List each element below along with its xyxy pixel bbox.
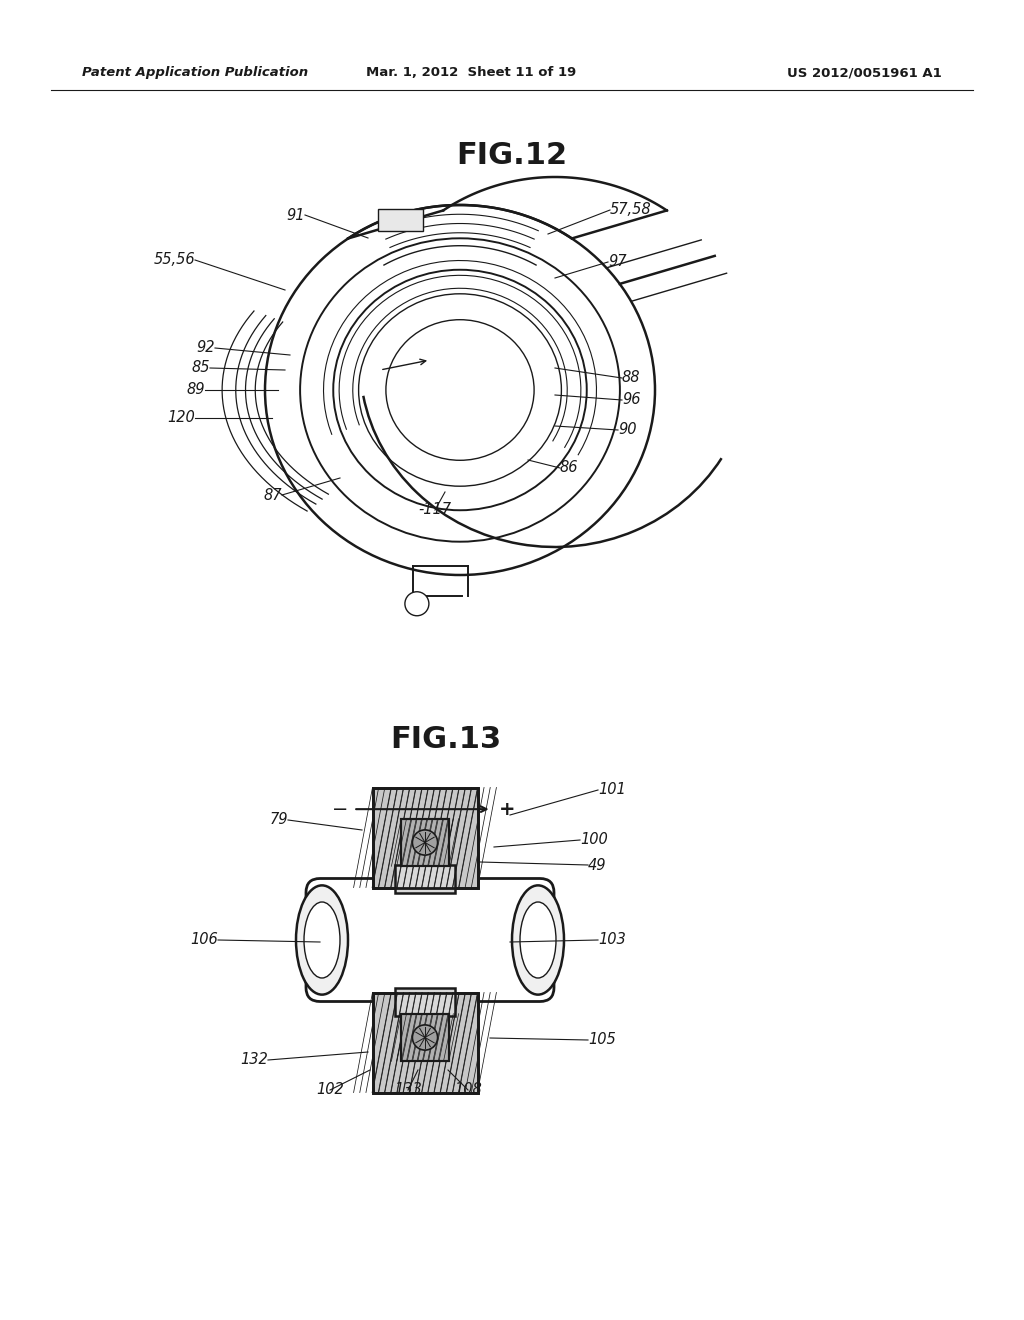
Text: +: +: [499, 800, 515, 818]
Text: -117: -117: [419, 503, 452, 517]
Text: 88: 88: [622, 371, 640, 385]
Bar: [401, 1014, 449, 1061]
Text: 101: 101: [598, 783, 626, 797]
Ellipse shape: [413, 830, 437, 855]
Text: 103: 103: [598, 932, 626, 948]
Bar: [395, 987, 455, 1015]
Bar: [373, 993, 477, 1093]
Text: 96: 96: [622, 392, 640, 408]
Text: 92: 92: [197, 341, 215, 355]
Text: Patent Application Publication: Patent Application Publication: [82, 66, 308, 79]
Bar: [401, 818, 449, 866]
Text: 85: 85: [191, 360, 210, 375]
Text: 90: 90: [618, 422, 637, 437]
Ellipse shape: [413, 1024, 437, 1051]
Text: FIG.13: FIG.13: [390, 725, 501, 754]
Ellipse shape: [520, 902, 556, 978]
Text: 57,58: 57,58: [610, 202, 651, 218]
Text: 86: 86: [560, 461, 579, 475]
Text: 132: 132: [241, 1052, 268, 1068]
Text: 108: 108: [454, 1082, 482, 1097]
Text: 100: 100: [580, 833, 608, 847]
Text: 120: 120: [167, 411, 195, 425]
Ellipse shape: [296, 886, 348, 995]
Text: −: −: [332, 800, 348, 818]
Bar: [373, 788, 477, 887]
Bar: [395, 865, 455, 892]
Text: 87: 87: [263, 487, 282, 503]
Ellipse shape: [404, 591, 429, 615]
Text: 49: 49: [588, 858, 606, 873]
Bar: [373, 993, 477, 1093]
Bar: [378, 209, 423, 231]
Text: 105: 105: [588, 1032, 615, 1048]
Text: US 2012/0051961 A1: US 2012/0051961 A1: [787, 66, 942, 79]
Ellipse shape: [304, 902, 340, 978]
Bar: [373, 788, 477, 887]
Text: FIG.12: FIG.12: [457, 141, 567, 170]
FancyBboxPatch shape: [306, 879, 554, 1002]
Text: 55,56: 55,56: [154, 252, 195, 268]
Text: 97: 97: [608, 255, 627, 269]
Bar: [401, 818, 449, 866]
Bar: [401, 1014, 449, 1061]
Text: 79: 79: [269, 813, 288, 828]
Text: 133: 133: [394, 1082, 422, 1097]
Text: 102: 102: [316, 1082, 344, 1097]
Text: 91: 91: [287, 207, 305, 223]
Text: 89: 89: [186, 383, 205, 397]
Text: 106: 106: [190, 932, 218, 948]
Text: Mar. 1, 2012  Sheet 11 of 19: Mar. 1, 2012 Sheet 11 of 19: [366, 66, 577, 79]
Ellipse shape: [512, 886, 564, 995]
